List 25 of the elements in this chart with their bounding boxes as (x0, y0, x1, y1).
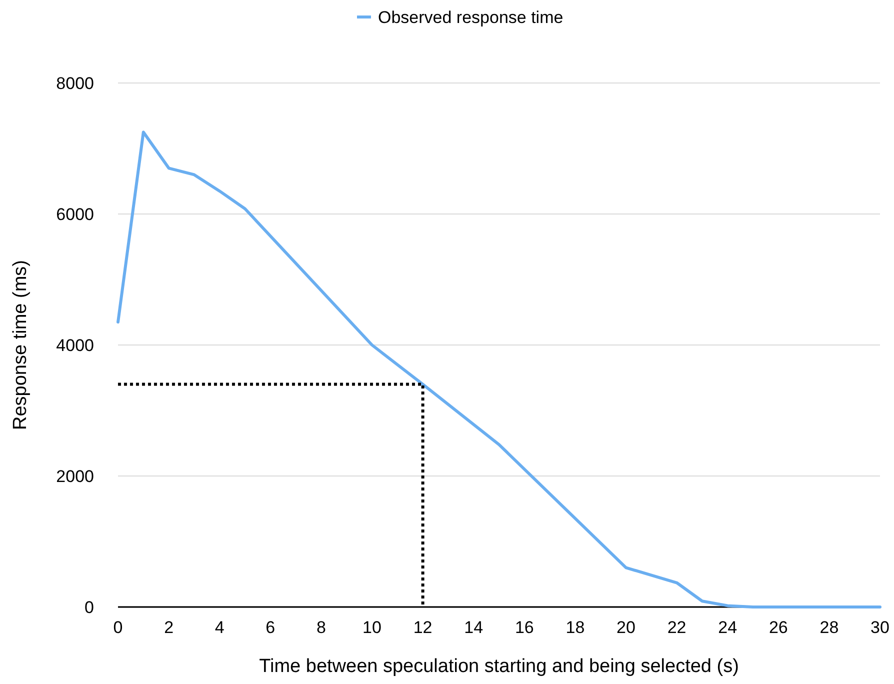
x-tick-label: 6 (266, 618, 276, 637)
y-tick-label: 6000 (56, 204, 94, 224)
x-tick-label: 20 (616, 618, 636, 637)
x-tick-label: 12 (413, 618, 432, 637)
x-tick-label: 14 (464, 618, 484, 637)
line-series (116, 130, 882, 608)
x-tick-label: 8 (316, 618, 326, 637)
x-tick-label: 22 (667, 618, 686, 637)
y-tick-label: 4000 (56, 336, 94, 355)
x-axis-title: Time between speculation starting and being selected (s) (259, 656, 739, 677)
x-tick-label: 24 (718, 618, 738, 637)
y-tick-label: 2000 (56, 466, 94, 486)
legend-label: Observed response time (378, 8, 564, 27)
y-tick-label: 0 (84, 598, 94, 617)
x-tick-label: 16 (514, 618, 534, 637)
x-tick-label: 2 (164, 618, 174, 637)
x-tick-label: 30 (870, 618, 890, 637)
x-tick-label: 18 (566, 618, 585, 637)
x-tick-label: 10 (362, 618, 382, 637)
x-tick-label: 28 (820, 618, 839, 637)
x-tick-label: 0 (113, 618, 123, 637)
x-tick-label: 4 (214, 618, 224, 637)
x-tick-label: 26 (768, 618, 788, 637)
y-axis-title: Response time (ms) (10, 260, 31, 430)
y-tick-label: 8000 (56, 74, 94, 93)
